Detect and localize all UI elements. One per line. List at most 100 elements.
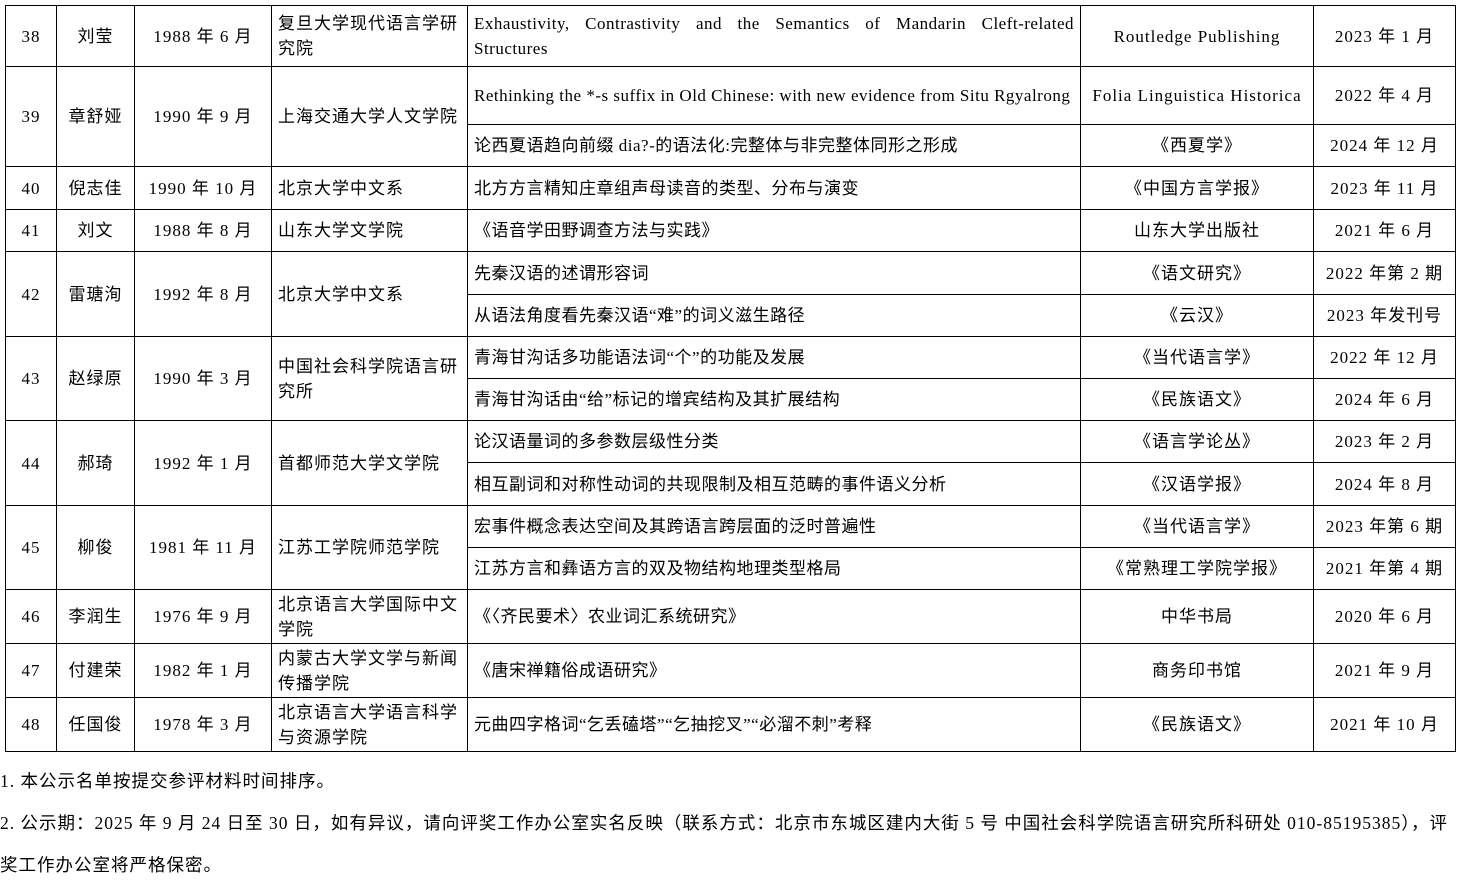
work-title: 《唐宋禅籍俗成语研究》	[467, 643, 1081, 698]
publish-date: 2024 年 6 月	[1313, 378, 1456, 421]
author-name: 刘莹	[56, 5, 135, 67]
affiliation: 江苏工学院师范学院	[271, 505, 468, 590]
publisher: 《常熟理工学院学报》	[1080, 547, 1314, 590]
affiliation: 北京大学中文系	[271, 251, 468, 337]
publisher: 中华书局	[1080, 589, 1314, 644]
publish-date: 2022 年 4 月	[1313, 66, 1456, 125]
footnote-1: 1. 本公示名单按提交参评材料时间排序。	[0, 771, 335, 791]
author-name: 付建荣	[56, 643, 135, 698]
author-name: 雷瑭洵	[56, 251, 135, 337]
publisher: 《语言学论丛》	[1080, 420, 1314, 463]
publish-date: 2021 年 10 月	[1313, 697, 1456, 752]
table-row: 相互副词和对称性动词的共现限制及相互范畴的事件语义分析 《汉语学报》 2024 年 …	[6, 462, 1456, 506]
table-row: 青海甘沟话由“给”标记的增宾结构及其扩展结构 《民族语文》 2024 年 6 月	[6, 378, 1456, 421]
table-row: 40 倪志佳 1990 年 10 月北京大学中文系 北方方言精知庄章组声母读音的类型、…	[5, 166, 1456, 210]
table-row: 38 刘莹 1988 年 6 月复旦大学现代语言学研究院 Exhaustivity, …	[5, 5, 1456, 67]
table-row: 41 刘文 1988 年 8 月山东大学文学院 《语音学田野调查方法与实践》 山东大学出…	[5, 209, 1456, 252]
row-number: 48	[5, 697, 57, 752]
row-number: 45	[5, 505, 57, 590]
publisher: 《西夏学》	[1080, 124, 1314, 167]
table-row: 46 李润生 1976 年 9 月北京语言大学国际中文学院 《〈齐民要术〉农业词汇系统…	[5, 589, 1456, 644]
author-name: 李润生	[56, 589, 135, 644]
author-name: 章舒娅	[56, 66, 135, 167]
work-title: 相互副词和对称性动词的共现限制及相互范畴的事件语义分析	[467, 462, 1081, 506]
work-title: 江苏方言和彝语方言的双及物结构地理类型格局	[467, 547, 1081, 590]
table-row: 47 付建荣 1982 年 1 月内蒙古大学文学与新闻传播学院 《唐宋禅籍俗成语研究》…	[5, 643, 1456, 698]
publisher: Routledge Publishing	[1080, 5, 1314, 67]
work-title: 元曲四字格词“乞丢磕塔”“乞抽挖叉”“必溜不刺”考释	[467, 697, 1081, 752]
work-title: 宏事件概念表达空间及其跨语言跨层面的泛时普遍性	[467, 505, 1081, 548]
publisher: 《语文研究》	[1080, 251, 1314, 295]
table-row: 45 柳俊 1981 年 11 月江苏工学院师范学院 宏事件概念表达空间及其跨语言跨层…	[5, 505, 1456, 590]
table-row: 39 章舒娅 1990 年 9 月上海交通大学人文学院 Rethinking the …	[5, 66, 1456, 167]
work-title: 青海甘沟话多功能语法词“个”的功能及发展	[467, 336, 1081, 379]
work-title: Exhaustivity, Contrastivity and the Sema…	[467, 5, 1081, 67]
publish-date: 2023 年 1 月	[1313, 5, 1456, 67]
publisher: 《民族语文》	[1080, 378, 1314, 421]
publish-date: 2021 年 6 月	[1313, 209, 1456, 252]
affiliation: 上海交通大学人文学院	[271, 66, 468, 167]
affiliation: 山东大学文学院	[271, 209, 468, 252]
row-number: 44	[5, 420, 57, 506]
work-title: 《〈齐民要术〉农业词汇系统研究》	[467, 589, 1081, 644]
birth-date: 1976 年 9 月	[134, 589, 272, 644]
author-name: 刘文	[56, 209, 135, 252]
author-name: 赵绿原	[56, 336, 135, 421]
row-number: 43	[5, 336, 57, 421]
birth-date: 1981 年 11 月	[134, 505, 272, 590]
row-number: 46	[5, 589, 57, 644]
footnotes: 1. 本公示名单按提交参评材料时间排序。 2. 公示期：2025 年 9 月 2…	[0, 760, 1450, 886]
publish-date: 2023 年 11 月	[1313, 166, 1456, 210]
birth-date: 1992 年 1 月	[134, 420, 272, 506]
work-title: 论西夏语趋向前缀 dia?-的语法化:完整体与非完整体同形之形成	[467, 124, 1081, 167]
birth-date: 1992 年 8 月	[134, 251, 272, 337]
affiliation: 北京大学中文系	[271, 166, 468, 210]
work-title: 《语音学田野调查方法与实践》	[467, 209, 1081, 252]
birth-date: 1978 年 3 月	[134, 697, 272, 752]
birth-date: 1988 年 6 月	[134, 5, 272, 67]
row-number: 41	[5, 209, 57, 252]
table-row: 44 郝琦 1992 年 1 月首都师范大学文学院 论汉语量词的多参数层级性分类 《语言…	[5, 420, 1456, 506]
birth-date: 1990 年 10 月	[134, 166, 272, 210]
publish-date: 2022 年第 2 期	[1313, 251, 1456, 295]
publish-date: 2021 年 9 月	[1313, 643, 1456, 698]
publish-date: 2020 年 6 月	[1313, 589, 1456, 644]
publisher: 《中国方言学报》	[1080, 166, 1314, 210]
work-title: Rethinking the *-s suffix in Old Chinese…	[467, 66, 1081, 125]
author-name: 郝琦	[56, 420, 135, 506]
work-title: 从语法角度看先秦汉语“难”的词义滋生路径	[467, 294, 1081, 337]
work-title: 青海甘沟话由“给”标记的增宾结构及其扩展结构	[467, 378, 1081, 421]
table-row: 43 赵绿原 1990 年 3 月中国社会科学院语言研究所 青海甘沟话多功能语法词“个…	[5, 336, 1456, 421]
publisher: 《当代语言学》	[1080, 505, 1314, 548]
table-row: 48 任国俊 1978 年 3 月北京语言大学语言科学与资源学院 元曲四字格词“乞丢磕…	[5, 697, 1456, 752]
publish-date: 2022 年 12 月	[1313, 336, 1456, 379]
publisher: 《当代语言学》	[1080, 336, 1314, 379]
table-row: 江苏方言和彝语方言的双及物结构地理类型格局 《常熟理工学院学报》 2021 年第 4…	[6, 547, 1456, 590]
table-row: 42 雷瑭洵 1992 年 8 月北京大学中文系 先秦汉语的述谓形容词 《语文研究》 20…	[5, 251, 1456, 337]
publish-date: 2021 年第 4 期	[1313, 547, 1456, 590]
publish-date: 2024 年 12 月	[1313, 124, 1456, 167]
affiliation: 中国社会科学院语言研究所	[271, 336, 468, 421]
publish-date: 2023 年发刊号	[1313, 294, 1456, 337]
author-name: 倪志佳	[56, 166, 135, 210]
publisher: 商务印书馆	[1080, 643, 1314, 698]
publisher: 山东大学出版社	[1080, 209, 1314, 252]
publisher: 《汉语学报》	[1080, 462, 1314, 506]
publish-date: 2023 年 2 月	[1313, 420, 1456, 463]
publisher: 《民族语文》	[1080, 697, 1314, 752]
affiliation: 内蒙古大学文学与新闻传播学院	[271, 643, 468, 698]
award-nominee-table: 38 刘莹 1988 年 6 月复旦大学现代语言学研究院 Exhaustivity, …	[5, 5, 1456, 752]
row-number: 39	[5, 66, 57, 167]
work-title: 先秦汉语的述谓形容词	[467, 251, 1081, 295]
birth-date: 1990 年 3 月	[134, 336, 272, 421]
affiliation: 北京语言大学语言科学与资源学院	[271, 697, 468, 752]
affiliation: 首都师范大学文学院	[271, 420, 468, 506]
birth-date: 1982 年 1 月	[134, 643, 272, 698]
footnote-2: 2. 公示期：2025 年 9 月 24 日至 30 日，如有异议，请向评奖工作…	[0, 813, 1448, 875]
work-title: 论汉语量词的多参数层级性分类	[467, 420, 1081, 463]
birth-date: 1988 年 8 月	[134, 209, 272, 252]
row-number: 47	[5, 643, 57, 698]
table-row: 论西夏语趋向前缀 dia?-的语法化:完整体与非完整体同形之形成 《西夏学》 202…	[6, 124, 1456, 167]
author-name: 任国俊	[56, 697, 135, 752]
publisher: 《云汉》	[1080, 294, 1314, 337]
